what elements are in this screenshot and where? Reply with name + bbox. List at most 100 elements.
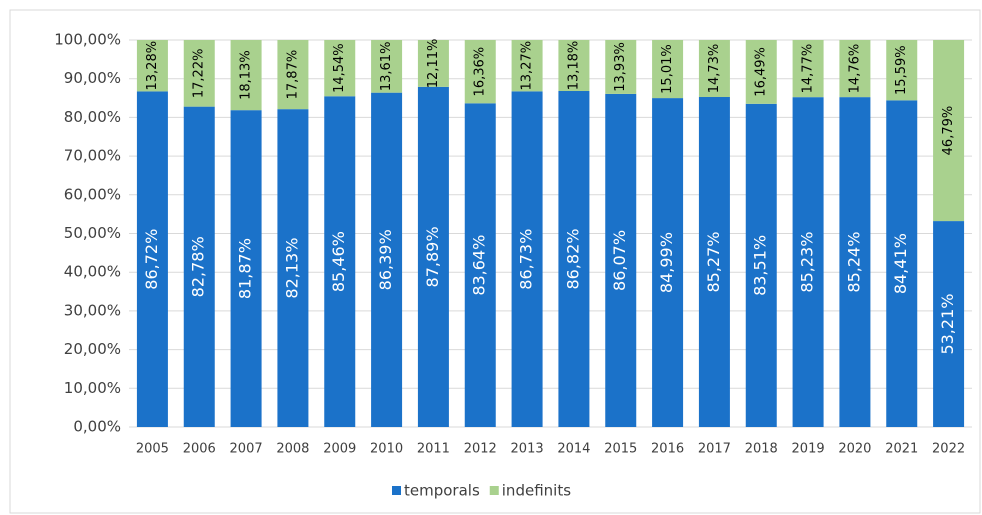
- x-tick-label: 2020: [838, 442, 871, 457]
- bar-segment: [277, 109, 309, 428]
- data-label: 14,76%: [847, 44, 862, 94]
- data-label: 15,59%: [894, 45, 909, 95]
- data-label: 83,64%: [470, 235, 489, 296]
- legend-label: indefinits: [502, 482, 571, 500]
- x-tick-label: 2007: [230, 442, 263, 457]
- data-label: 86,82%: [563, 228, 582, 289]
- x-tick-label: 2013: [511, 442, 544, 457]
- data-label: 13,18%: [566, 41, 581, 91]
- data-label: 86,39%: [376, 229, 395, 290]
- bar-segment: [792, 97, 824, 427]
- data-label: 13,28%: [145, 41, 160, 91]
- data-label: 82,13%: [282, 238, 301, 299]
- data-label: 16,49%: [754, 47, 769, 97]
- data-label: 86,07%: [610, 230, 629, 291]
- y-tick-label: 10,00%: [64, 379, 121, 397]
- x-tick-label: 2016: [651, 442, 684, 457]
- bar-segment: [464, 103, 496, 427]
- data-label: 46,79%: [941, 106, 956, 156]
- data-label: 83,51%: [751, 235, 770, 296]
- data-label: 16,36%: [473, 47, 488, 97]
- data-label: 13,93%: [613, 42, 628, 92]
- data-label: 85,24%: [844, 232, 863, 293]
- x-tick-label: 2017: [698, 442, 731, 457]
- bar-segment: [183, 40, 215, 107]
- bar-segment: [605, 40, 637, 94]
- bar-segment: [886, 100, 918, 427]
- bar-segment: [558, 91, 590, 428]
- legend-label: temporals: [404, 482, 480, 500]
- bar-segment: [652, 98, 684, 428]
- x-tick-label: 2006: [183, 442, 216, 457]
- data-label: 85,27%: [704, 231, 723, 292]
- data-label: 86,73%: [517, 229, 536, 290]
- data-label: 14,73%: [707, 44, 722, 94]
- bar-segment: [324, 96, 356, 427]
- bar-segment: [839, 40, 871, 98]
- bar-segment: [933, 40, 965, 222]
- bar-segment: [792, 40, 824, 98]
- bar-segment: [417, 86, 449, 428]
- data-label: 82,78%: [189, 236, 208, 297]
- bar-segment: [886, 40, 918, 101]
- data-label: 13,61%: [379, 42, 394, 92]
- bar-segment: [417, 40, 449, 87]
- x-tick-label: 2019: [792, 442, 825, 457]
- bar-segment: [371, 92, 403, 427]
- x-tick-label: 2009: [323, 442, 356, 457]
- bar-segment: [230, 110, 262, 428]
- legend-swatch: [489, 486, 499, 495]
- data-label: 85,46%: [329, 231, 348, 292]
- y-tick-label: 30,00%: [64, 301, 121, 319]
- data-label: 15,01%: [660, 44, 675, 94]
- x-tick-label: 2015: [604, 442, 637, 457]
- data-label: 14,54%: [332, 43, 347, 93]
- x-tick-label: 2010: [370, 442, 403, 457]
- y-tick-label: 70,00%: [64, 147, 121, 165]
- bar-segment: [183, 106, 215, 427]
- bar-segment: [371, 40, 403, 93]
- x-tick-label: 2011: [417, 442, 450, 457]
- data-label: 53,21%: [938, 294, 957, 355]
- data-label: 17,22%: [192, 49, 207, 99]
- bar-segment: [511, 40, 543, 92]
- x-tick-label: 2008: [276, 442, 309, 457]
- data-label: 12,11%: [426, 39, 441, 89]
- data-label: 13,27%: [520, 41, 535, 91]
- bar-segment: [464, 40, 496, 104]
- bar-segment: [839, 97, 871, 427]
- bar-segment: [324, 40, 356, 97]
- data-label: 18,13%: [239, 50, 254, 100]
- x-tick-label: 2018: [745, 442, 778, 457]
- x-tick-label: 2022: [932, 442, 965, 457]
- y-tick-label: 40,00%: [64, 263, 121, 281]
- y-tick-label: 0,00%: [73, 418, 121, 436]
- y-tick-label: 20,00%: [64, 340, 121, 358]
- bar-segment: [745, 103, 777, 428]
- x-tick-label: 2014: [557, 442, 590, 457]
- y-tick-label: 80,00%: [64, 108, 121, 126]
- legend-swatch: [392, 486, 401, 495]
- y-tick-label: 50,00%: [64, 224, 121, 242]
- x-tick-label: 2021: [885, 442, 918, 457]
- bar-segment: [698, 97, 730, 427]
- bar-segment: [652, 40, 684, 99]
- bar-segment: [558, 40, 590, 92]
- data-label: 14,77%: [801, 44, 816, 94]
- bar-segment: [698, 40, 730, 98]
- bar-segment: [605, 93, 637, 427]
- x-tick-label: 2005: [136, 442, 169, 457]
- bar-segment: [277, 40, 309, 110]
- data-label: 87,89%: [423, 226, 442, 287]
- y-tick-label: 60,00%: [64, 185, 121, 203]
- data-label: 81,87%: [236, 238, 255, 299]
- data-label: 86,72%: [142, 229, 161, 290]
- data-label: 84,99%: [657, 232, 676, 293]
- bar-segment: [511, 91, 543, 428]
- y-tick-label: 100,00%: [54, 31, 121, 49]
- bar-segment: [230, 40, 262, 111]
- x-tick-label: 2012: [464, 442, 497, 457]
- bar-segment: [136, 40, 168, 92]
- bar-segment: [136, 91, 168, 427]
